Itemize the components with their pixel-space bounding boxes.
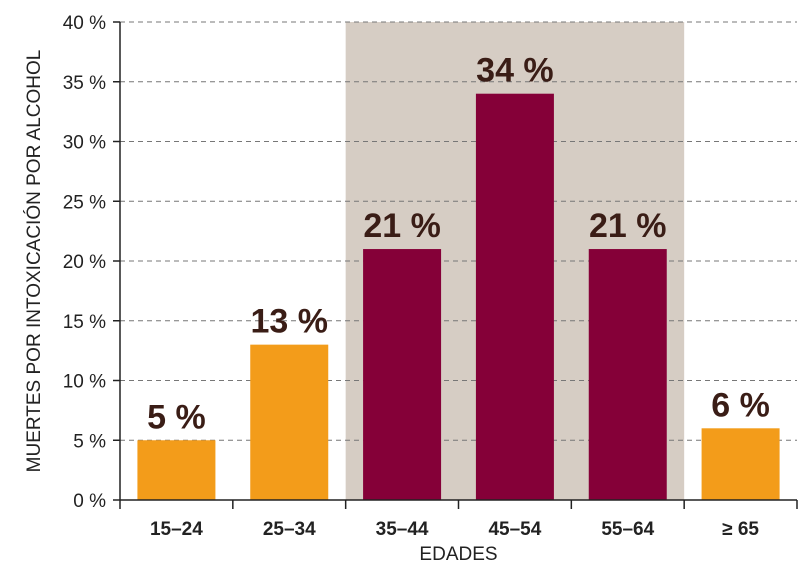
- bar-3: [363, 249, 442, 500]
- x-tick-label: 25–34: [263, 519, 316, 540]
- data-label: 13 %: [251, 303, 329, 341]
- bar-4: [475, 93, 554, 500]
- y-tick-label: 30 %: [63, 133, 106, 154]
- y-tick-label: 0 %: [73, 491, 106, 512]
- data-label: 21 %: [589, 207, 667, 245]
- bars: [137, 93, 780, 500]
- data-label: 6 %: [711, 386, 770, 424]
- gridlines: [120, 21, 797, 441]
- y-tick-label: 35 %: [63, 73, 106, 94]
- data-label: 34 %: [476, 52, 554, 90]
- y-tick-label: 20 %: [63, 252, 106, 273]
- x-tick-label: 35–44: [376, 519, 429, 540]
- bar-1: [137, 440, 216, 500]
- y-tick-label: 40 %: [63, 13, 106, 34]
- bar-5: [588, 249, 667, 500]
- x-tick-label: 45–54: [488, 519, 541, 540]
- x-tick-label: 55–64: [601, 519, 654, 540]
- y-axis-title: MUERTES POR INTOXICACIÓN POR ALCOHOL: [23, 50, 45, 473]
- y-tick-label: 5 %: [73, 431, 106, 452]
- x-tick-label: ≥ 65: [722, 519, 759, 540]
- axes: 0 % 5 % 10 % 15 % 20 % 25 % 30 % 35 % 40 % 15–24 2…: [63, 13, 798, 540]
- data-labels: 5 % 13 % 21 % 34 % 21 % 6 %: [147, 52, 770, 437]
- data-label: 21 %: [363, 207, 441, 245]
- y-tick-label: 10 %: [63, 372, 106, 393]
- bar-2: [250, 344, 329, 500]
- bar-6: [701, 428, 780, 500]
- x-axis-title: EDADES: [419, 544, 497, 565]
- data-label: 5 %: [147, 398, 206, 436]
- y-tick-label: 15 %: [63, 312, 106, 333]
- y-tick-label: 25 %: [63, 192, 106, 213]
- x-tick-label: 15–24: [150, 519, 203, 540]
